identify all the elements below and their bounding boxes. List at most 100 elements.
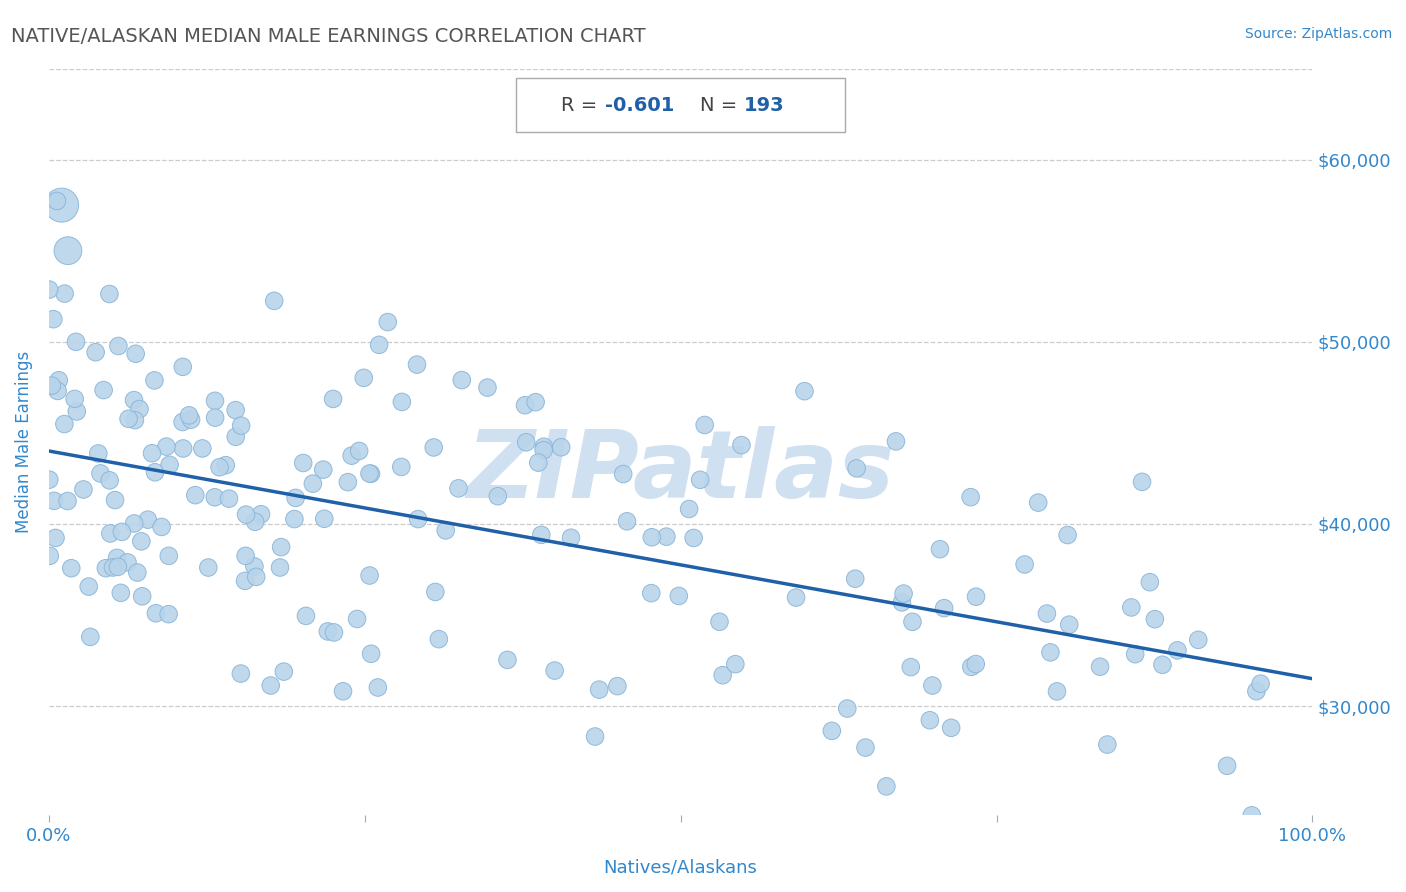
Text: Source: ZipAtlas.com: Source: ZipAtlas.com	[1244, 27, 1392, 41]
Point	[347, 444, 370, 458]
Point	[1130, 475, 1153, 489]
Point	[724, 657, 747, 672]
Point	[513, 398, 536, 412]
Point	[105, 550, 128, 565]
Point	[668, 589, 690, 603]
Point	[87, 446, 110, 460]
Point	[588, 682, 610, 697]
Point	[1246, 684, 1268, 698]
FancyBboxPatch shape	[516, 78, 845, 132]
Point	[965, 590, 987, 604]
Point	[640, 586, 662, 600]
Point	[229, 666, 252, 681]
Point	[243, 559, 266, 574]
Point	[533, 440, 555, 454]
Point	[1187, 632, 1209, 647]
Point	[191, 442, 214, 456]
Point	[38, 283, 60, 297]
Point	[128, 402, 150, 417]
Point	[855, 740, 877, 755]
Point	[117, 555, 139, 569]
Point	[72, 483, 94, 497]
Point	[101, 560, 124, 574]
Point	[530, 528, 553, 542]
Point	[1057, 617, 1080, 632]
Point	[391, 395, 413, 409]
Point	[1250, 676, 1272, 690]
Point	[939, 721, 962, 735]
Point	[422, 441, 444, 455]
Point	[960, 660, 983, 674]
Point	[44, 531, 66, 545]
Point	[245, 570, 267, 584]
Point	[84, 345, 107, 359]
Point	[283, 512, 305, 526]
Point	[918, 713, 941, 727]
Point	[486, 489, 509, 503]
Point	[353, 371, 375, 385]
Point	[60, 561, 83, 575]
Point	[527, 456, 550, 470]
Point	[94, 561, 117, 575]
Point	[42, 312, 65, 326]
Point	[1097, 738, 1119, 752]
Point	[51, 198, 73, 212]
Point	[884, 434, 907, 449]
Point	[1014, 558, 1036, 572]
Point	[48, 373, 70, 387]
Point	[689, 473, 711, 487]
Point	[292, 456, 315, 470]
Point	[641, 530, 664, 544]
Point	[929, 542, 952, 557]
Point	[359, 568, 381, 582]
Point	[1216, 759, 1239, 773]
Text: -0.601: -0.601	[605, 95, 675, 114]
Point	[122, 516, 145, 531]
Point	[359, 467, 381, 481]
Point	[496, 653, 519, 667]
Point	[56, 244, 79, 258]
Point	[204, 490, 226, 504]
Point	[104, 493, 127, 508]
Point	[131, 534, 153, 549]
Point	[893, 586, 915, 600]
Point	[172, 415, 194, 429]
Point	[1088, 659, 1111, 673]
Point	[1240, 808, 1263, 822]
Point	[678, 502, 700, 516]
Point	[1123, 647, 1146, 661]
Point	[427, 632, 450, 647]
Point	[38, 473, 60, 487]
Point	[263, 293, 285, 308]
Point	[98, 474, 121, 488]
Point	[875, 780, 897, 794]
Point	[368, 338, 391, 352]
Point	[284, 491, 307, 505]
Point	[53, 417, 76, 431]
Point	[231, 418, 253, 433]
Point	[155, 440, 177, 454]
Point	[682, 531, 704, 545]
Point	[583, 730, 606, 744]
Point	[98, 287, 121, 301]
Point	[891, 595, 914, 609]
Point	[177, 409, 200, 423]
Point	[793, 384, 815, 399]
Point	[89, 467, 111, 481]
Point	[425, 585, 447, 599]
Point	[934, 601, 956, 615]
Point	[336, 475, 359, 489]
Point	[136, 513, 159, 527]
Point	[711, 668, 734, 682]
Point	[143, 373, 166, 387]
Point	[141, 446, 163, 460]
Point	[243, 515, 266, 529]
Point	[215, 458, 238, 472]
Point	[124, 347, 146, 361]
Point	[65, 334, 87, 349]
Point	[312, 462, 335, 476]
Point	[515, 435, 537, 450]
Point	[53, 286, 76, 301]
Point	[377, 315, 399, 329]
Point	[346, 612, 368, 626]
